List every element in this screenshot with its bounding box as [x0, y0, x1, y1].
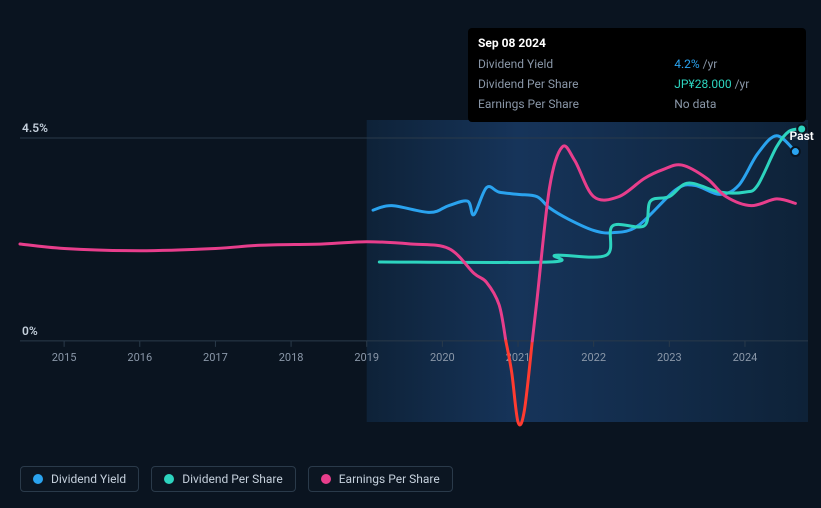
legend-swatch — [164, 474, 174, 484]
past-label: Past — [790, 129, 814, 143]
tooltip-row-value: 4.2% /yr — [674, 54, 796, 74]
legend-item-dividend_yield[interactable]: Dividend Yield — [20, 466, 139, 492]
tooltip-date: Sep 08 2024 — [478, 34, 796, 52]
legend-item-label: Dividend Yield — [51, 472, 126, 486]
xaxis-tick-label: 2019 — [354, 351, 379, 364]
xaxis-tick-label: 2018 — [279, 351, 304, 364]
tooltip-row-key: Dividend Yield — [478, 54, 674, 74]
yaxis-tick-label: 0% — [22, 324, 38, 338]
legend-swatch — [321, 474, 331, 484]
yaxis-tick-label: 4.5% — [22, 121, 48, 135]
dividend-chart: 0%4.5%2015201620172018201920202021202220… — [0, 0, 821, 508]
legend-item-dividend_per_share[interactable]: Dividend Per Share — [151, 466, 296, 492]
series-dividend_yield-end-marker — [791, 147, 800, 156]
xaxis-tick-label: 2016 — [127, 351, 152, 364]
tooltip-row: Earnings Per ShareNo data — [478, 94, 796, 114]
legend-item-earnings_per_share[interactable]: Earnings Per Share — [308, 466, 453, 492]
xaxis-tick-label: 2022 — [581, 351, 606, 364]
tooltip-row-value: JP¥28.000 /yr — [674, 74, 796, 94]
xaxis-tick-label: 2024 — [733, 351, 758, 364]
xaxis-tick-label: 2015 — [52, 351, 77, 364]
xaxis-tick-label: 2017 — [203, 351, 228, 364]
chart-legend: Dividend Yield Dividend Per Share Earnings… — [20, 466, 453, 492]
legend-item-label: Dividend Per Share — [182, 472, 283, 486]
legend-swatch — [33, 474, 43, 484]
tooltip-row: Dividend Per ShareJP¥28.000 /yr — [478, 74, 796, 94]
tooltip-table: Dividend Yield4.2% /yrDividend Per Share… — [478, 54, 796, 114]
legend-item-label: Earnings Per Share — [339, 472, 440, 486]
chart-tooltip: Sep 08 2024 Dividend Yield4.2% /yrDivide… — [468, 28, 806, 122]
tooltip-row-key: Dividend Per Share — [478, 74, 674, 94]
xaxis-tick-label: 2020 — [430, 351, 455, 364]
tooltip-row-key: Earnings Per Share — [478, 94, 674, 114]
tooltip-row-value: No data — [674, 94, 796, 114]
xaxis-tick-label: 2023 — [657, 351, 682, 364]
tooltip-row: Dividend Yield4.2% /yr — [478, 54, 796, 74]
